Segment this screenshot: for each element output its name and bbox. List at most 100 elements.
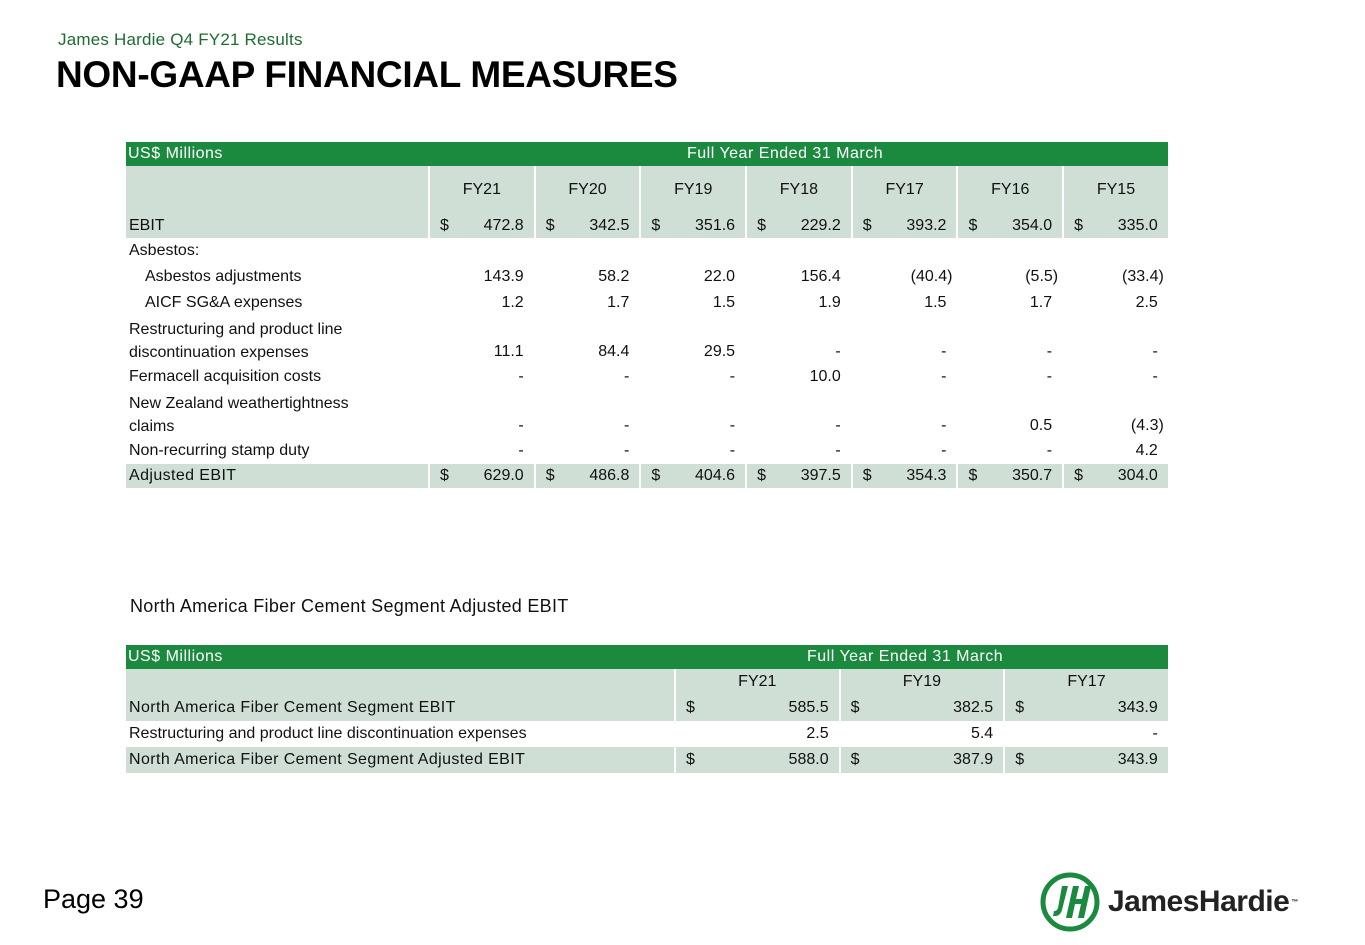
value-cell: 84.4 [598, 343, 630, 360]
value-cell: 472.8 [483, 217, 524, 234]
value-cell: 397.5 [800, 467, 841, 484]
value-cell: (40.4) [910, 268, 953, 285]
page-number: Page 39 [43, 884, 144, 914]
jh-monogram-icon [1040, 872, 1100, 932]
row-label: Restructuring and product line discontinu… [129, 321, 343, 361]
period-label: Full Year Ended 31 March [807, 648, 1004, 665]
value-cell: 486.8 [589, 467, 630, 484]
units-label: US$ Millions [128, 145, 223, 162]
units-label: US$ Millions [128, 648, 223, 665]
row-label: Restructuring and product line discontin… [129, 725, 527, 742]
value-cell: - [835, 343, 841, 360]
value-cell: 11.1 [493, 343, 524, 360]
value-cell: 4.2 [1135, 442, 1158, 459]
value-cell: 58.2 [598, 268, 630, 285]
value-cell: - [518, 442, 524, 459]
value-cell: 354.3 [906, 467, 947, 484]
value-cell: 588.0 [788, 751, 829, 768]
value-cell: 2.5 [806, 725, 829, 742]
year-header: FY19 [838, 669, 1004, 695]
value-cell: - [941, 417, 947, 434]
aicf-row: AICF SG&A expenses 1.2 1.7 1.5 1.9 1.5 1… [126, 290, 1168, 316]
value-cell: 29.5 [703, 343, 736, 360]
row-label: North America Fiber Cement Segment EBIT [129, 699, 456, 716]
value-cell: 343.9 [1117, 751, 1158, 768]
segment-adjusted-row: North America Fiber Cement Segment Adjus… [126, 747, 1168, 773]
trademark: ™ [1291, 898, 1299, 906]
row-label: Asbestos: [129, 242, 200, 259]
value-cell: 382.5 [953, 699, 994, 716]
value-cell: 5.4 [970, 725, 994, 742]
restructuring-row: Restructuring and product line discontinu… [126, 316, 1168, 364]
value-cell: - [624, 442, 630, 459]
table-header-row: US$ Millions Full Year Ended 31 March [126, 142, 1168, 166]
value-cell: 0.5 [1029, 417, 1053, 434]
value-cell: - [1046, 368, 1053, 385]
value-cell: - [1046, 343, 1053, 360]
value-cell: - [624, 368, 630, 385]
row-label: AICF SG&A expenses [145, 294, 303, 311]
segment-restructuring-row: Restructuring and product line discontin… [126, 721, 1168, 747]
year-header: FY16 [956, 166, 1062, 214]
value-cell: 1.2 [501, 294, 524, 311]
year-header: FY20 [533, 166, 640, 214]
value-cell: 1.7 [1029, 294, 1053, 311]
year-header-row: FY21 FY20 FY19 FY18 FY17 FY16 FY15 [126, 166, 1168, 214]
james-hardie-logo: JamesHardie ™ [1040, 872, 1298, 932]
year-header: FY17 [1003, 669, 1168, 695]
value-cell: 354.0 [1012, 217, 1053, 234]
value-cell: (33.4) [1122, 268, 1164, 285]
value-cell: - [941, 442, 947, 459]
value-cell: 143.9 [483, 268, 524, 285]
period-label: Full Year Ended 31 March [687, 145, 884, 162]
value-cell: 351.6 [695, 217, 736, 234]
asbestos-adjustments-row: Asbestos adjustments 143.9 58.2 22.0 156… [126, 264, 1168, 290]
value-cell: 229.2 [800, 217, 841, 234]
section-title: North America Fiber Cement Segment Adjus… [130, 596, 569, 616]
value-cell: - [518, 368, 524, 385]
stamp-duty-row: Non-recurring stamp duty - - - - - - 4.2 [126, 438, 1168, 464]
row-label: Non-recurring stamp duty [129, 442, 310, 459]
value-cell: 10.0 [809, 368, 841, 385]
table-header-row: US$ Millions Full Year Ended 31 March [126, 645, 1168, 669]
value-cell: 304.0 [1117, 467, 1158, 484]
value-cell: - [941, 368, 947, 385]
value-cell: 629.0 [483, 467, 524, 484]
non-gaap-table: US$ Millions Full Year Ended 31 March FY… [126, 142, 1168, 488]
value-cell: 2.5 [1135, 294, 1158, 311]
value-cell: - [729, 417, 736, 434]
value-cell: 393.2 [906, 217, 947, 234]
value-cell: 335.0 [1117, 217, 1158, 234]
value-cell: - [624, 417, 630, 434]
value-cell: 1.9 [818, 294, 841, 311]
value-cell: - [835, 417, 841, 434]
value-cell: - [1152, 343, 1158, 360]
asbestos-heading-row: Asbestos: [126, 238, 1168, 264]
value-cell: 343.9 [1117, 699, 1158, 716]
year-header: FY21 [674, 669, 839, 695]
year-header: FY15 [1062, 166, 1168, 214]
row-label: New Zealand weathertightness claims [129, 395, 349, 435]
row-label: Adjusted EBIT [129, 467, 237, 484]
value-cell: - [1152, 725, 1158, 742]
value-cell: - [1152, 368, 1158, 385]
value-cell: 1.5 [712, 294, 736, 311]
report-kicker: James Hardie Q4 FY21 Results [58, 30, 303, 49]
segment-table: US$ Millions Full Year Ended 31 March FY… [126, 645, 1168, 773]
value-cell: (4.3) [1130, 417, 1164, 434]
row-label: North America Fiber Cement Segment Adjus… [129, 751, 526, 768]
year-header-row: FY21 FY19 FY17 [126, 669, 1168, 695]
value-cell: (5.5) [1025, 268, 1059, 285]
year-header: FY19 [639, 166, 745, 214]
year-header: FY18 [745, 166, 851, 214]
row-label: Fermacell acquisition costs [129, 368, 322, 385]
value-cell: 585.5 [788, 699, 829, 716]
value-cell: - [729, 442, 736, 459]
value-cell: 387.9 [953, 751, 994, 768]
year-header: FY17 [850, 166, 957, 214]
value-cell: 342.5 [589, 217, 630, 234]
ebit-row: EBIT $472.8 $342.5 $351.6 $229.2 $393.2 … [126, 214, 1168, 238]
year-header: FY21 [428, 166, 534, 214]
row-label: EBIT [129, 217, 165, 234]
value-cell: - [941, 343, 947, 360]
